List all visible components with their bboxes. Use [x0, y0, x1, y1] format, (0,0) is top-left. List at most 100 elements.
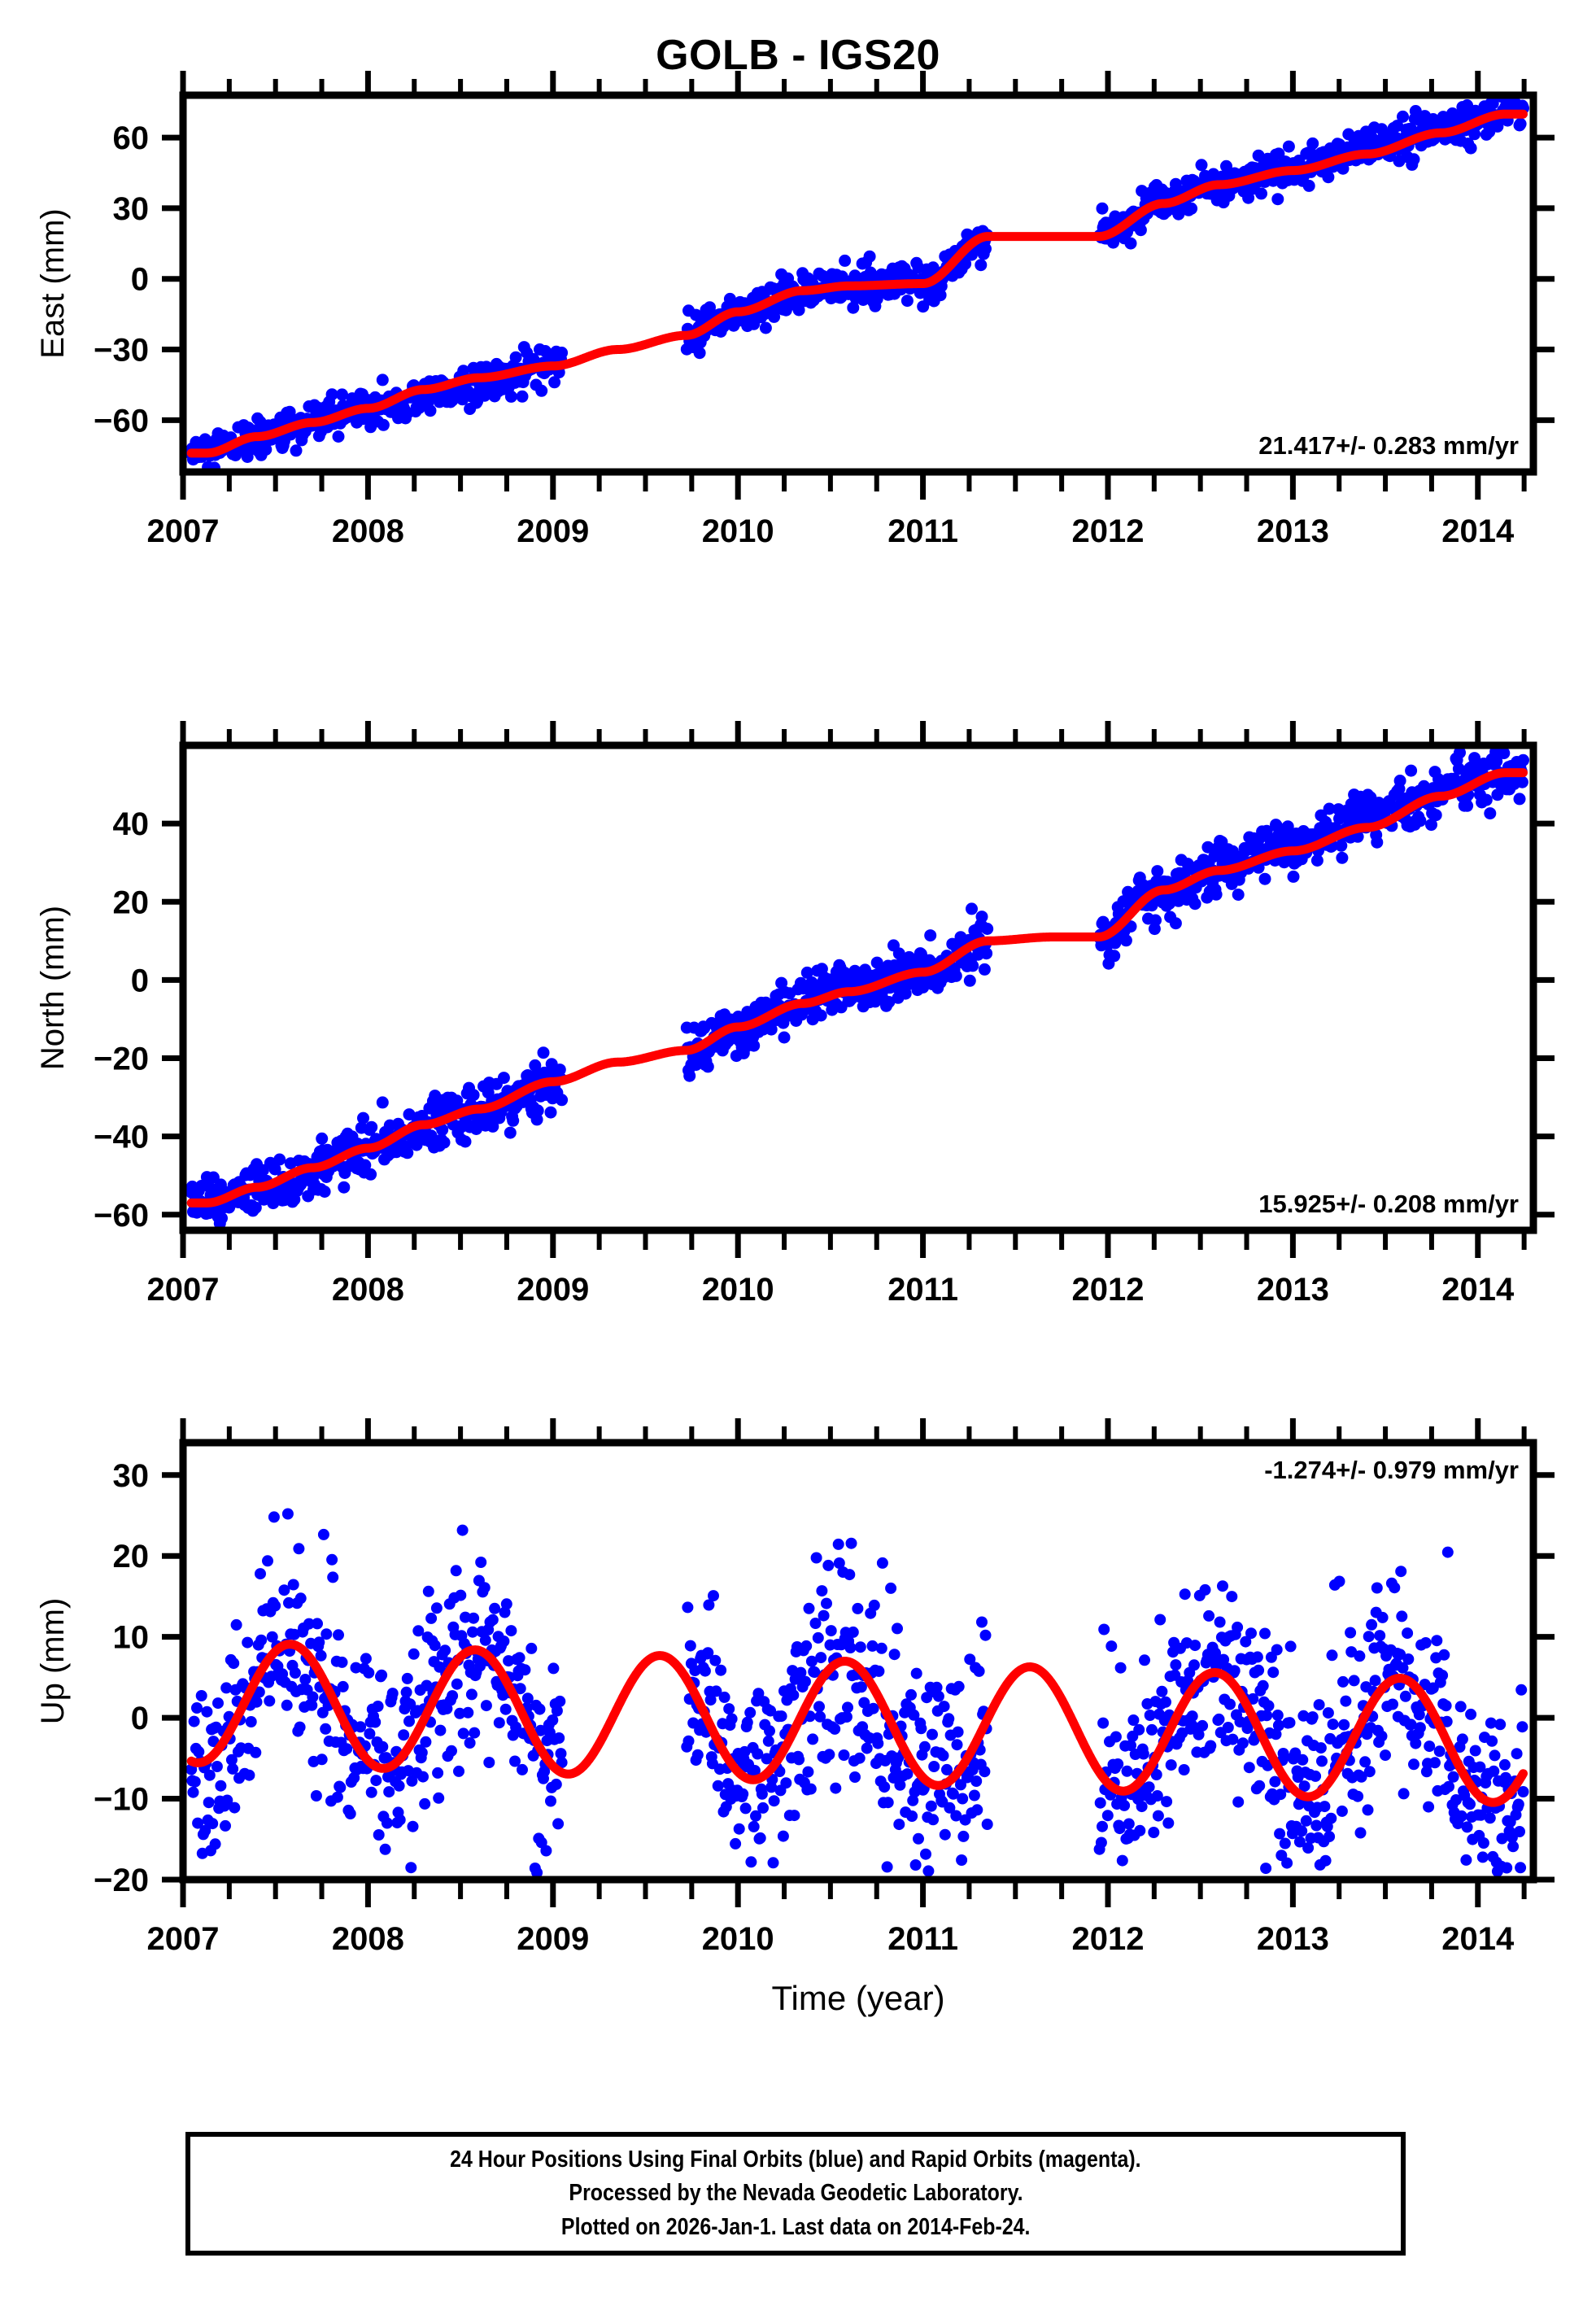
data-point: [823, 1749, 835, 1761]
data-point: [1511, 1748, 1523, 1760]
data-point: [888, 1649, 900, 1661]
data-point: [1243, 1762, 1255, 1774]
data-point: [1319, 1801, 1331, 1813]
data-point: [1340, 1695, 1352, 1707]
data-point: [927, 1728, 938, 1740]
data-point: [1160, 1696, 1171, 1708]
data-point: [1185, 202, 1198, 215]
data-point: [748, 1765, 761, 1776]
data-point: [757, 1802, 769, 1814]
data-point: [189, 1775, 201, 1788]
data-point: [412, 1625, 425, 1637]
data-point: [1134, 224, 1147, 237]
data-point: [793, 1754, 805, 1766]
data-point: [1258, 872, 1271, 885]
data-point: [1144, 1710, 1156, 1721]
data-point: [401, 1672, 413, 1684]
data-point: [422, 1585, 434, 1597]
data-point: [203, 1207, 216, 1220]
data-point: [1516, 1721, 1528, 1733]
data-point: [775, 976, 788, 989]
data-point: [555, 1748, 567, 1760]
data-point: [1362, 1804, 1374, 1816]
data-point: [838, 1749, 850, 1761]
data-point: [534, 1703, 546, 1715]
data-point: [332, 430, 345, 443]
data-point: [1515, 1684, 1528, 1696]
data-point: [1437, 1670, 1449, 1681]
data-point: [1259, 1627, 1271, 1640]
data-point: [1226, 1591, 1238, 1603]
data-point: [344, 1808, 356, 1819]
data-point: [939, 1828, 951, 1841]
data-point: [741, 1716, 753, 1728]
data-point: [377, 418, 390, 431]
data-point: [249, 1201, 262, 1214]
data-point: [1310, 1770, 1322, 1782]
data-point: [420, 1736, 432, 1748]
data-point: [1335, 839, 1348, 852]
x-tick-label: 2012: [1071, 513, 1144, 549]
data-point: [364, 1727, 376, 1740]
data-point: [394, 1814, 406, 1826]
data-point: [1222, 1722, 1234, 1733]
data-point: [1234, 1716, 1246, 1728]
data-point: [1441, 1546, 1454, 1558]
data-point: [825, 1625, 837, 1637]
data-point: [1188, 898, 1201, 911]
data-point: [404, 1698, 416, 1710]
data-point: [457, 365, 470, 378]
data-point: [359, 1159, 372, 1172]
data-point: [316, 1132, 329, 1145]
data-point: [976, 1616, 988, 1628]
data-point: [840, 1711, 853, 1723]
data-point: [509, 1755, 521, 1767]
data-point: [556, 1094, 569, 1107]
data-point: [193, 1745, 205, 1758]
data-point: [943, 1713, 955, 1725]
data-point: [1354, 1827, 1367, 1839]
data-point: [1232, 1621, 1244, 1633]
data-point: [243, 1769, 255, 1781]
data-point: [1114, 1823, 1126, 1835]
data-point: [438, 1136, 451, 1149]
data-point: [251, 1696, 263, 1708]
data-point: [737, 1788, 749, 1800]
x-tick-label: 2013: [1257, 513, 1329, 549]
data-point: [480, 1700, 492, 1712]
data-point: [1369, 1675, 1381, 1687]
y-tick-label: −60: [94, 403, 149, 439]
data-point: [1179, 1588, 1191, 1601]
data-point: [966, 959, 979, 972]
data-point: [350, 1662, 362, 1674]
data-point: [338, 1181, 351, 1194]
data-point: [1271, 1644, 1283, 1656]
data-point: [376, 1096, 389, 1109]
data-point: [250, 1746, 262, 1758]
data-point: [1484, 1812, 1496, 1824]
data-point: [1363, 1766, 1376, 1778]
data-point: [317, 1528, 329, 1540]
data-point: [1169, 177, 1182, 190]
data-point: [748, 1820, 760, 1832]
data-point: [1254, 1780, 1266, 1792]
data-point: [979, 1766, 991, 1778]
data-point: [959, 257, 972, 270]
data-point: [1271, 193, 1284, 206]
data-point: [1310, 854, 1323, 867]
data-point: [1232, 1796, 1245, 1808]
data-point: [1282, 140, 1295, 153]
data-point: [821, 1597, 832, 1609]
data-point: [455, 1589, 467, 1601]
data-point: [813, 1701, 825, 1713]
data-point: [1371, 836, 1384, 849]
data-point: [1170, 1659, 1182, 1671]
data-point: [529, 1059, 542, 1072]
data-point: [1359, 1756, 1371, 1768]
data-point: [882, 1797, 894, 1809]
data-point: [1355, 1771, 1367, 1783]
data-point: [203, 1769, 216, 1781]
data-point: [1151, 1790, 1163, 1802]
data-point: [892, 947, 905, 960]
y-tick-label: 0: [131, 262, 149, 298]
